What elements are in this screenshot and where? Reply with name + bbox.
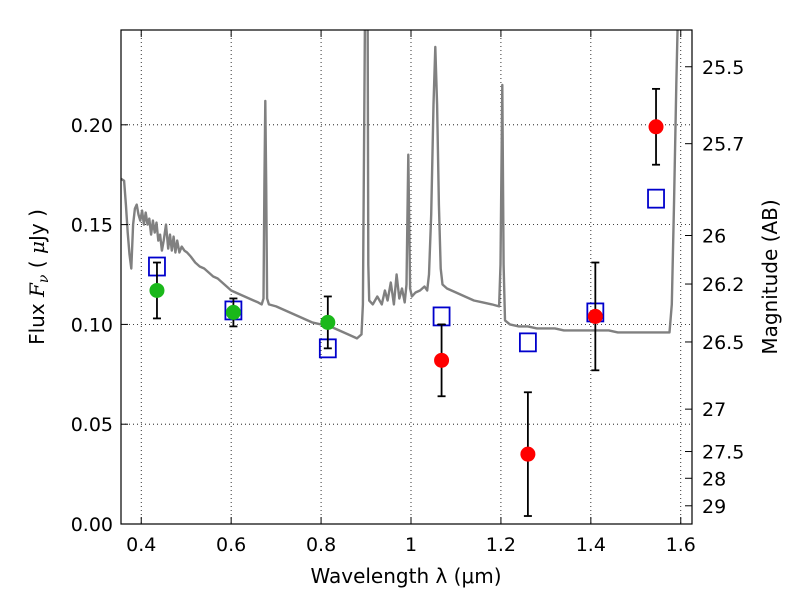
y2-tick-label: 27 <box>702 399 726 421</box>
x-tick-label: 1.6 <box>666 534 696 556</box>
plot-frame <box>120 29 693 525</box>
y-tick-label: 0.00 <box>71 514 113 536</box>
y-tick-label: 0.05 <box>71 414 113 436</box>
x-tick-label: 0.8 <box>306 534 336 556</box>
y2-tick-label: 25.5 <box>702 57 744 79</box>
red-data-point <box>648 119 664 135</box>
y-tick-label: 0.10 <box>71 314 113 336</box>
y2-tick-label: 26.5 <box>702 332 744 354</box>
green-data-point <box>149 282 165 298</box>
x-axis-ticks: 0.4 0.6 0.8 1 1.2 1.4 1.6 <box>126 30 696 556</box>
y-axis-label: Flux Fν ( μJy ) <box>25 209 52 345</box>
x-axis-label: Wavelength λ (μm) <box>310 564 501 588</box>
y2-tick-label: 26.2 <box>702 274 744 296</box>
green-data-point <box>225 304 241 320</box>
template-spectrum-line <box>121 30 679 340</box>
y-tick-label: 0.20 <box>71 115 113 137</box>
y2-tick-label: 29 <box>702 496 726 518</box>
model-square-marker <box>647 188 665 209</box>
model-square-marker <box>432 306 451 327</box>
y2-tick-label: 25.7 <box>702 134 744 156</box>
red-data-point <box>434 352 450 368</box>
red-data-point <box>587 308 603 324</box>
x-tick-label: 1.2 <box>486 534 516 556</box>
y2-axis-label: Magnitude (AB) <box>758 199 782 354</box>
y2-tick-label: 26 <box>702 225 726 247</box>
green-data-point <box>320 314 336 330</box>
y-axis-ticks: 0.00 0.05 0.10 0.15 0.20 <box>71 115 128 536</box>
plot-area <box>121 30 679 517</box>
x-tick-label: 1 <box>405 534 417 556</box>
y-tick-label: 0.15 <box>71 215 113 237</box>
model-square-marker <box>518 332 537 353</box>
y2-tick-label: 28 <box>702 468 726 490</box>
x-tick-label: 0.6 <box>216 534 246 556</box>
x-tick-label: 1.4 <box>576 534 606 556</box>
y2-axis-ticks: 25.5 25.7 26 26.2 26.5 27 27.5 28 29 <box>685 57 744 518</box>
y2-tick-label: 27.5 <box>702 442 744 464</box>
red-data-point <box>520 446 536 462</box>
x-tick-label: 0.4 <box>126 534 156 556</box>
